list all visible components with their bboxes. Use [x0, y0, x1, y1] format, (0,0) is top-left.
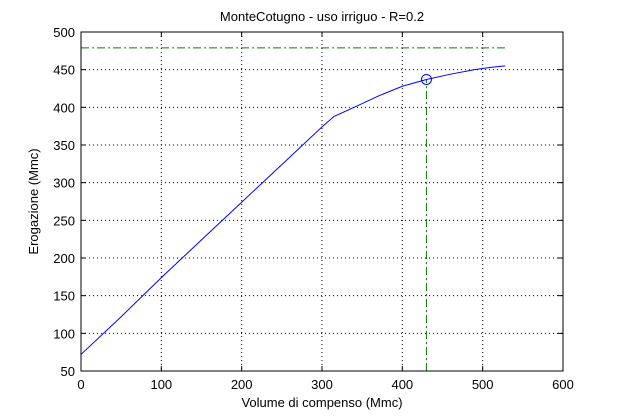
marker-layer	[420, 73, 432, 85]
tick-marks	[80, 31, 564, 372]
x-tick-label: 100	[150, 377, 172, 392]
y-tick-label: 50	[61, 364, 75, 379]
x-tick-label: 300	[311, 377, 333, 392]
y-tick-label: 300	[53, 176, 75, 191]
y-tick-label: 450	[53, 63, 75, 78]
y-tick-label: 350	[53, 138, 75, 153]
x-tick-label: 400	[391, 377, 413, 392]
y-tick-label: 500	[53, 25, 75, 40]
y-tick-label: 100	[53, 326, 75, 341]
series-line-1	[80, 65, 506, 355]
chart-title: MonteCotugno - uso irriguo - R=0.2	[220, 9, 424, 24]
x-tick-label: 600	[552, 377, 574, 392]
y-tick-labels: 50 100 150 200 250 300 350 400 450 500	[53, 25, 75, 379]
x-tick-label: 0	[77, 377, 84, 392]
highlight-marker	[420, 73, 432, 85]
y-axis-label: Erogazione (Mmc)	[26, 148, 41, 254]
series-layer	[80, 65, 506, 355]
y-tick-label: 200	[53, 251, 75, 266]
reference-lines	[81, 47, 506, 371]
y-tick-label: 250	[53, 213, 75, 228]
grid-layer	[81, 32, 563, 371]
x-tick-labels: 0 100 200 300 400 500 600	[77, 377, 573, 392]
y-tick-label: 150	[53, 289, 75, 304]
x-axis-label: Volume di compenso (Mmc)	[241, 395, 402, 410]
x-tick-label: 500	[472, 377, 494, 392]
x-tick-label: 200	[231, 377, 253, 392]
y-tick-label: 400	[53, 100, 75, 115]
